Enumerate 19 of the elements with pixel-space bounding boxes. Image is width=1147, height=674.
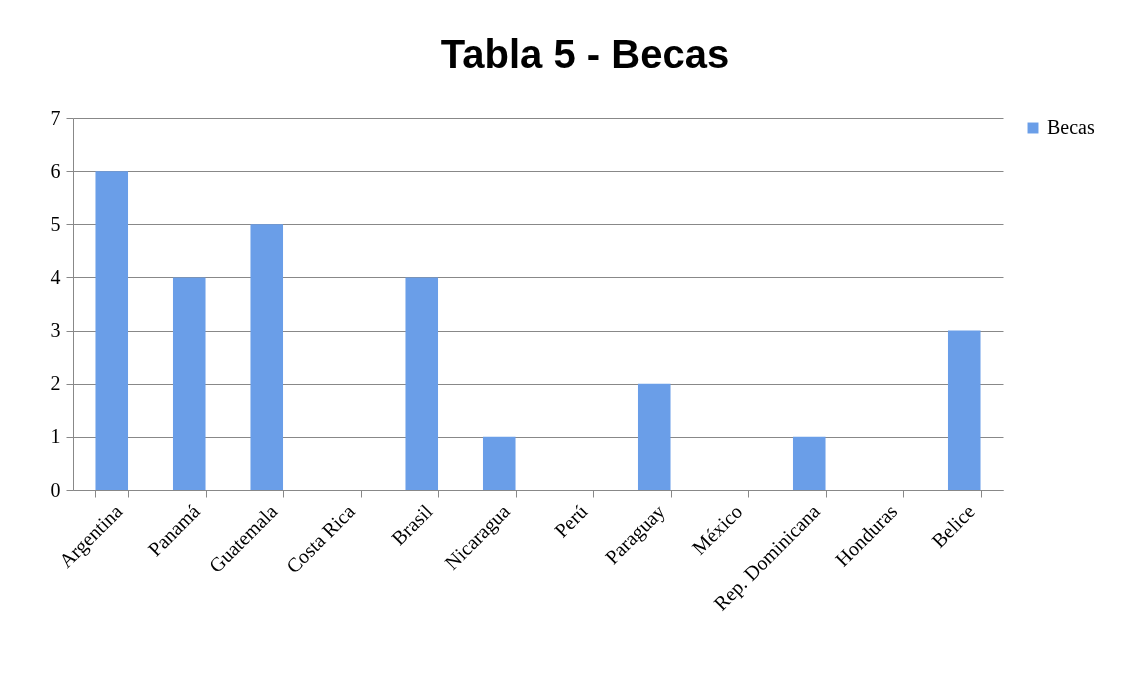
y-tick-label: 4: [50, 265, 61, 288]
bar: [947, 330, 981, 490]
chart-title: Tabla 5 - Becas: [440, 32, 730, 76]
y-tick-label: 5: [50, 212, 61, 235]
y-tick-label: 3: [50, 319, 61, 342]
y-tick-label: 1: [50, 425, 61, 448]
y-tick-label: 6: [50, 159, 61, 182]
x-tick-label: Perú: [549, 500, 592, 542]
y-tick-label: 0: [50, 478, 61, 501]
legend-label: Becas: [1047, 116, 1095, 138]
bar: [792, 436, 826, 490]
bar: [95, 171, 129, 490]
bar: [405, 277, 439, 490]
bar: [637, 383, 671, 490]
y-tick-label: 7: [50, 106, 61, 129]
y-tick-label: 2: [50, 372, 61, 395]
bar: [482, 436, 516, 490]
bar: [250, 224, 284, 490]
bar: [172, 277, 206, 490]
